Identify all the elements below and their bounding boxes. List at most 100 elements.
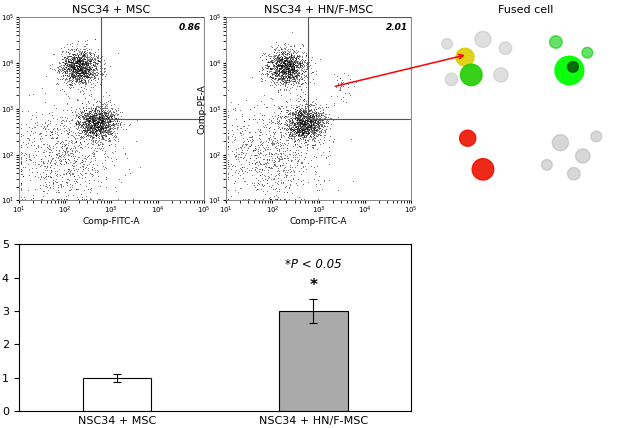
Point [108, 107, 118, 114]
Point [293, 135, 303, 142]
Point [275, 73, 285, 80]
Point [277, 62, 287, 68]
Point [74, 54, 84, 61]
Point [296, 144, 306, 151]
Point [223, 159, 233, 166]
Point [236, 161, 246, 168]
Point [44, 178, 54, 185]
Point [81, 103, 91, 110]
Point [84, 139, 94, 146]
Point [81, 74, 91, 80]
Point [296, 132, 306, 139]
Point [98, 117, 107, 124]
Point [229, 133, 239, 140]
Point [62, 167, 72, 174]
Text: 20 μm: 20 μm [535, 90, 549, 95]
Point [92, 126, 102, 133]
Point [84, 68, 94, 75]
Point [282, 65, 292, 71]
Point [68, 74, 78, 80]
Point [48, 143, 58, 149]
Point [321, 104, 331, 111]
Point [279, 75, 289, 82]
Point [68, 116, 78, 123]
Point [310, 104, 320, 110]
Point [86, 58, 96, 65]
Point [98, 120, 108, 127]
Point [79, 49, 89, 56]
Point [251, 145, 261, 152]
Point [100, 73, 110, 80]
Point [251, 195, 261, 202]
Point [276, 149, 286, 156]
Point [264, 173, 274, 180]
Point [294, 116, 304, 123]
Point [264, 69, 274, 76]
Point [52, 168, 62, 175]
Point [54, 153, 64, 160]
Point [97, 113, 107, 119]
Point [275, 61, 285, 68]
Point [289, 65, 299, 72]
Point [82, 132, 92, 139]
Point [223, 151, 233, 158]
Point [74, 54, 84, 60]
Point [274, 117, 284, 124]
Point [104, 128, 114, 134]
Point [288, 61, 298, 68]
Point [299, 130, 309, 137]
Point [78, 113, 88, 120]
Point [24, 152, 34, 159]
Point [284, 123, 294, 130]
Point [69, 79, 79, 86]
Point [88, 124, 98, 131]
Point [308, 97, 318, 104]
Point [351, 79, 361, 86]
Point [86, 187, 96, 194]
Point [269, 65, 279, 72]
Point [94, 127, 104, 134]
Point [100, 118, 110, 125]
Point [289, 116, 299, 123]
Point [59, 60, 69, 67]
Point [91, 123, 101, 130]
Point [68, 63, 78, 70]
Point [89, 126, 99, 133]
Point [82, 110, 92, 117]
Point [39, 119, 49, 126]
Point [310, 124, 320, 131]
Point [249, 179, 259, 186]
Point [298, 41, 308, 48]
Point [51, 144, 61, 151]
Point [298, 117, 308, 124]
Point [284, 60, 294, 67]
Point [286, 120, 296, 127]
Point [293, 47, 303, 54]
Point [94, 119, 104, 125]
Point [66, 45, 76, 52]
Point [254, 135, 264, 142]
Point [281, 116, 291, 123]
Point [110, 141, 120, 148]
Point [94, 128, 104, 135]
Point [295, 108, 305, 115]
Point [69, 63, 79, 70]
Point [109, 120, 119, 127]
Point [321, 100, 331, 107]
Point [87, 116, 97, 122]
Point [284, 77, 294, 84]
Point [322, 152, 332, 159]
Point [266, 65, 276, 71]
Point [83, 152, 93, 159]
Point [299, 132, 309, 139]
Point [74, 60, 84, 67]
Point [287, 57, 297, 64]
Point [272, 163, 282, 170]
Point [275, 58, 285, 65]
Point [257, 165, 267, 172]
Point [86, 131, 96, 138]
Point [289, 66, 299, 73]
Point [79, 42, 89, 49]
Point [68, 55, 78, 62]
Point [295, 105, 305, 112]
